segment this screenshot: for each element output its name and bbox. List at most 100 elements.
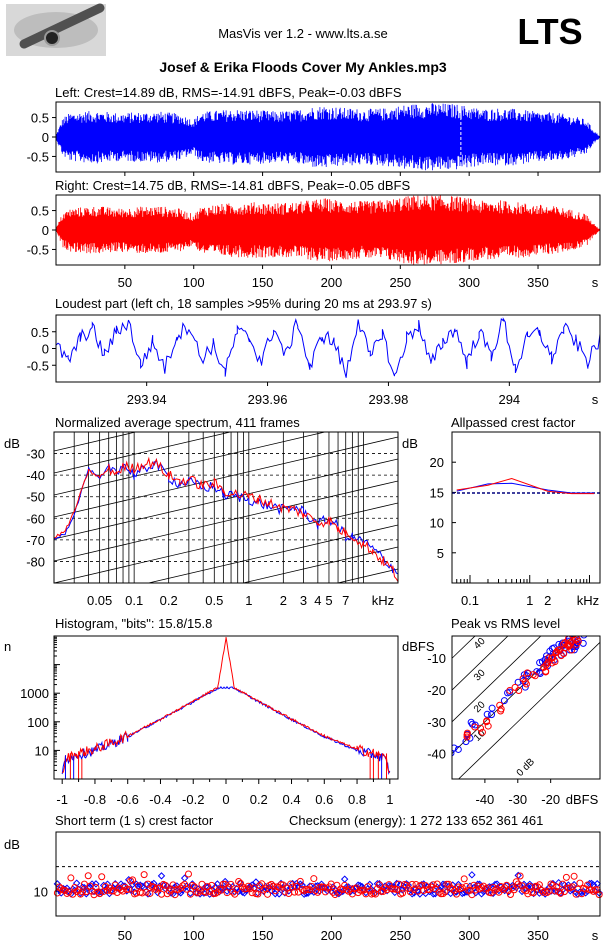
slope-line (336, 568, 398, 583)
crest-right-point (399, 889, 407, 897)
crest-left-point (524, 883, 532, 891)
crest-right-point (375, 881, 383, 889)
x-tick-label: 5 (325, 593, 332, 608)
crest-right-point (233, 885, 241, 893)
crest-left-point (431, 889, 439, 898)
crest-right-point (462, 882, 470, 890)
x-unit-label: s (592, 392, 599, 407)
crest-right-point (560, 888, 568, 896)
y-tick-label: -0.5 (27, 358, 49, 373)
crest-right-point (472, 886, 480, 894)
peak-rms-left-point (580, 636, 588, 639)
crest-right-point (217, 886, 225, 894)
crest-right-point (53, 889, 61, 897)
y-axis-label: dB (402, 436, 418, 451)
x-tick-label: 350 (527, 275, 549, 290)
peak-rms-right-point (531, 672, 539, 680)
crest-left-point (329, 883, 337, 891)
x-tick-label: 293.96 (248, 392, 288, 407)
peak-rms-right-point (572, 640, 580, 648)
x-tick-label: 0.05 (87, 593, 112, 608)
x-tick-label: -20 (541, 792, 560, 807)
crest-right-point (433, 880, 441, 888)
y-tick-label: 10 (34, 884, 48, 899)
slope-line (146, 524, 398, 583)
peak-rms-right-point (568, 636, 576, 639)
x-tick-label: 150 (252, 928, 274, 943)
crest-left-point (398, 886, 407, 894)
x-tick-label: -0.2 (182, 792, 204, 807)
crest-right-point (204, 883, 212, 891)
plot-frame (55, 194, 601, 266)
crest-right-point (557, 889, 565, 897)
crest-left-point (125, 876, 133, 884)
crest-right-point (576, 879, 584, 887)
panel-title: Peak vs RMS level (451, 616, 560, 631)
crest-right-point (516, 872, 524, 880)
crest-right-point (514, 880, 522, 888)
crest-right-point (449, 885, 457, 893)
crest-left-point (53, 880, 62, 888)
crest-left-point (477, 890, 486, 898)
crest-right-point (142, 888, 150, 896)
panel-right_wave: Right: Crest=14.75 dB, RMS=-14.81 dBFS, … (27, 178, 601, 290)
crest-left-point (394, 886, 403, 895)
crest-right-point (491, 886, 499, 894)
crest-diagonal (452, 636, 542, 723)
crest-right-point (146, 889, 154, 897)
crest-left-point (468, 871, 476, 879)
y-tick-label: -50 (26, 490, 45, 505)
peak-rms-left-point (454, 745, 462, 753)
peak-rms-right-point (478, 728, 486, 736)
x-tick-label: 293.98 (369, 392, 409, 407)
crest-left-point (358, 882, 366, 891)
x-tick-label: 0.2 (160, 593, 178, 608)
x-tick-label: 300 (458, 275, 480, 290)
crest-right-point (161, 881, 169, 889)
x-tick-label: 0.6 (315, 792, 333, 807)
x-tick-label: 50 (118, 928, 132, 943)
crest-right-point (254, 890, 262, 898)
x-tick-label: 200 (321, 275, 343, 290)
crest-right-point (547, 880, 555, 888)
panel-title: Short term (1 s) crest factor (55, 813, 214, 828)
x-tick-label: 0.1 (461, 593, 479, 608)
peak-rms-right-point (515, 686, 523, 694)
crest-left-point (441, 880, 449, 889)
crest-right-point (235, 878, 243, 886)
crest-right-point (364, 883, 372, 891)
crest-right-point (246, 885, 254, 893)
x-tick-label: 250 (389, 275, 411, 290)
slope-line (54, 432, 138, 452)
y-tick-label: 100 (27, 715, 49, 730)
y-axis-label: dBFS (402, 639, 435, 654)
crest-right-point (281, 888, 289, 896)
peak-rms-right-point (519, 675, 527, 683)
checksum: Checksum (energy): 1 272 133 652 361 461 (289, 813, 543, 828)
crest-right-point (541, 887, 549, 895)
plot-frame (55, 101, 601, 173)
y-tick-label: -30 (26, 447, 45, 462)
peak-rms-right-point (497, 707, 505, 715)
x-tick-label: 250 (389, 928, 411, 943)
x-tick-label: 3 (300, 593, 307, 608)
crest-right-point (67, 874, 75, 882)
peak-rms-left-point (488, 704, 496, 712)
panel-short-crest: Short term (1 s) crest factor Checksum (e… (4, 813, 603, 943)
panel-title: Allpassed crest factor (451, 415, 576, 430)
crest-right-point (77, 890, 85, 898)
crest-right-point (441, 888, 449, 896)
crest-right-point (454, 883, 462, 891)
crest-right-point (406, 888, 414, 896)
y-tick-label: 0 (42, 342, 49, 357)
crest-right-point (138, 889, 146, 897)
peak-rms-right-point (506, 686, 514, 694)
crest-right-point (165, 887, 173, 895)
crest-right-point (412, 881, 420, 889)
x-tick-label: 294 (498, 392, 520, 407)
crest-right-point (183, 885, 191, 893)
plot-frame (53, 635, 399, 780)
crest-left-point (562, 883, 571, 891)
panel-spectrum: Normalized average spectrum, 411 frames d… (4, 415, 398, 608)
crest-left-point (92, 880, 100, 888)
